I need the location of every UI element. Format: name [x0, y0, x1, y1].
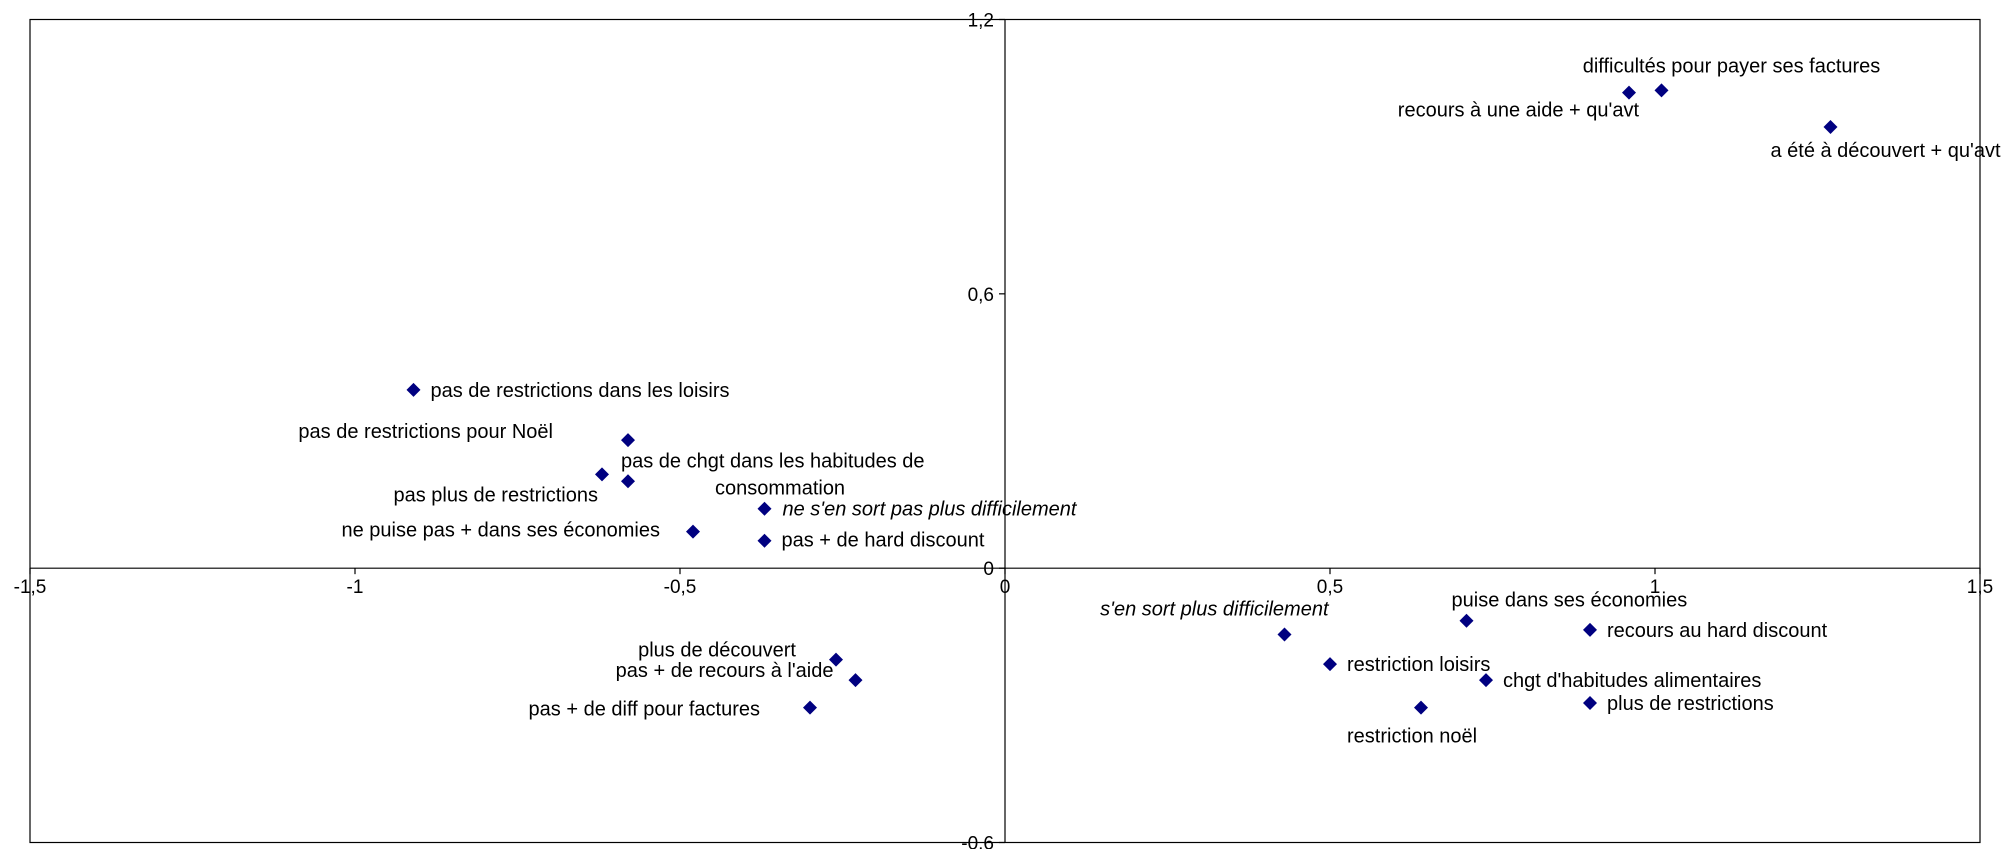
data-point-marker	[1459, 613, 1474, 628]
data-point-marker	[848, 673, 863, 688]
data-point-marker	[621, 474, 635, 489]
data-point-label: s'en sort plus difficilement	[1100, 598, 1330, 620]
x-tick-label: -1	[347, 577, 364, 598]
y-tick-label: 0	[983, 559, 994, 580]
x-tick-label: 1	[1650, 577, 1661, 598]
data-point-label: plus de découvert	[638, 640, 796, 662]
data-point-label: pas plus de restrictions	[393, 484, 598, 506]
data-point-label: plus de restrictions	[1607, 693, 1774, 715]
y-tick-label: -0,6	[961, 834, 994, 849]
x-tick-label: -1,5	[14, 577, 47, 598]
data-point-label: recours à une aide + qu'avt	[1398, 100, 1640, 122]
data-point-label: pas + de recours à l'aide	[616, 660, 834, 682]
x-tick-label: 1,5	[1967, 577, 1993, 598]
data-point-marker	[621, 433, 635, 448]
data-point-marker	[686, 524, 700, 539]
data-point-marker	[1414, 700, 1428, 715]
data-point-marker	[1583, 696, 1597, 711]
data-point-label: ne puise pas + dans ses économies	[341, 520, 660, 542]
data-point-marker	[1823, 119, 1838, 134]
data-point-label: restriction noël	[1347, 726, 1477, 748]
data-point-marker	[1583, 622, 1597, 637]
x-tick-label: -0,5	[664, 577, 697, 598]
data-point-marker	[1622, 85, 1636, 100]
data-point-label: pas de restrictions dans les loisirs	[431, 380, 730, 402]
data-point-marker	[1479, 673, 1493, 688]
data-point-marker	[829, 652, 843, 667]
data-point-label: difficultés pour payer ses factures	[1583, 55, 1881, 77]
data-point-label: a été à découvert + qu'avt	[1770, 140, 2001, 162]
y-tick-label: 0,6	[968, 285, 994, 306]
data-point-marker	[757, 501, 772, 516]
data-point-label: pas + de hard discount	[782, 530, 985, 552]
data-point-label: pas de chgt dans les habitudes de consomm…	[621, 450, 925, 499]
data-point-marker	[1277, 627, 1292, 642]
data-point-marker	[595, 467, 609, 482]
y-tick-label: 1,2	[968, 11, 994, 32]
data-point-marker	[1323, 657, 1337, 672]
data-point-label: restriction loisirs	[1347, 654, 1490, 676]
data-point-marker	[757, 533, 772, 548]
data-point-label: ne s'en sort pas plus difficilement	[783, 499, 1078, 521]
data-point-label: puise dans ses économies	[1452, 590, 1688, 612]
data-point-marker	[803, 700, 817, 715]
data-point-label: chgt d'habitudes alimentaires	[1503, 670, 1761, 692]
x-tick-label: 0	[1000, 577, 1011, 598]
data-point-marker	[406, 382, 421, 397]
x-tick-label: 0,5	[1317, 577, 1343, 598]
data-point-marker	[1654, 83, 1669, 98]
data-point-label: pas de restrictions pour Noël	[298, 421, 553, 443]
data-point-label: pas + de diff pour factures	[529, 699, 760, 721]
data-point-label: recours au hard discount	[1607, 620, 1828, 642]
